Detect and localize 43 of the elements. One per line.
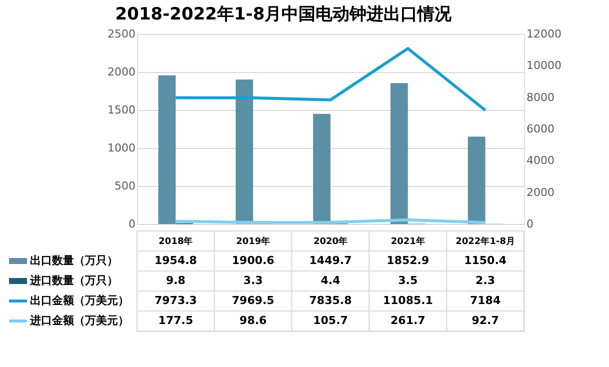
x-tick-label: 2019年 xyxy=(236,236,270,247)
data-label: 3.3 xyxy=(243,274,263,287)
legend-label: 出口金额（万美元） xyxy=(30,294,129,307)
y2-tick-label: 2000 xyxy=(526,186,554,199)
legend-label: 进口数量（万只） xyxy=(29,274,118,287)
x-tick-label: 2018年 xyxy=(158,236,193,247)
y-tick-label: 1000 xyxy=(108,142,136,154)
y2-tick-label: 8000 xyxy=(526,90,554,104)
data-label: 3.5 xyxy=(398,274,418,287)
x-tick-label: 2022年1-8月 xyxy=(456,236,515,247)
y2-tick-label: 0 xyxy=(526,218,534,230)
y-tick-label: 500 xyxy=(114,180,136,192)
data-label: 1852.9 xyxy=(386,254,430,267)
data-label: 7969.5 xyxy=(232,294,274,307)
data-label: 105.7 xyxy=(313,314,348,327)
data-label: 11085.1 xyxy=(382,294,433,307)
y-tick-label: 0 xyxy=(128,218,136,230)
data-label: 261.7 xyxy=(390,314,426,327)
chart-title: 2018-2022年1-8月中国电动钟进出口情况 xyxy=(115,4,453,24)
data-label: 9.8 xyxy=(166,274,186,287)
x-tick-label: 2021年 xyxy=(390,236,425,247)
data-label: 1150.4 xyxy=(464,254,507,267)
data-label: 92.7 xyxy=(472,314,499,327)
y2-tick-label: 12000 xyxy=(526,28,562,40)
legend-label: 出口数量（万只） xyxy=(30,254,118,267)
y2-tick-label: 6000 xyxy=(526,122,554,136)
data-label: 1449.7 xyxy=(309,254,352,267)
data-label: 4.4 xyxy=(320,274,341,287)
y-tick-label: 1500 xyxy=(108,104,136,116)
data-label: 7184 xyxy=(470,294,501,307)
y-tick-label: 2000 xyxy=(108,66,136,78)
y2-tick-label: 10000 xyxy=(526,59,562,72)
data-label: 7973.3 xyxy=(154,294,197,307)
data-label: 7835.8 xyxy=(309,294,352,307)
data-label: 177.5 xyxy=(158,314,194,327)
y2-tick-label: 4000 xyxy=(526,154,554,168)
legend-label: 进口金额（万美元） xyxy=(29,314,129,327)
data-label: 2.3 xyxy=(476,274,496,287)
y-tick-label: 2500 xyxy=(108,28,136,40)
x-tick-label: 2020年 xyxy=(313,236,348,247)
data-label: 1954.8 xyxy=(154,254,197,267)
data-label: 98.6 xyxy=(240,314,268,327)
data-label: 1900.6 xyxy=(232,254,275,267)
